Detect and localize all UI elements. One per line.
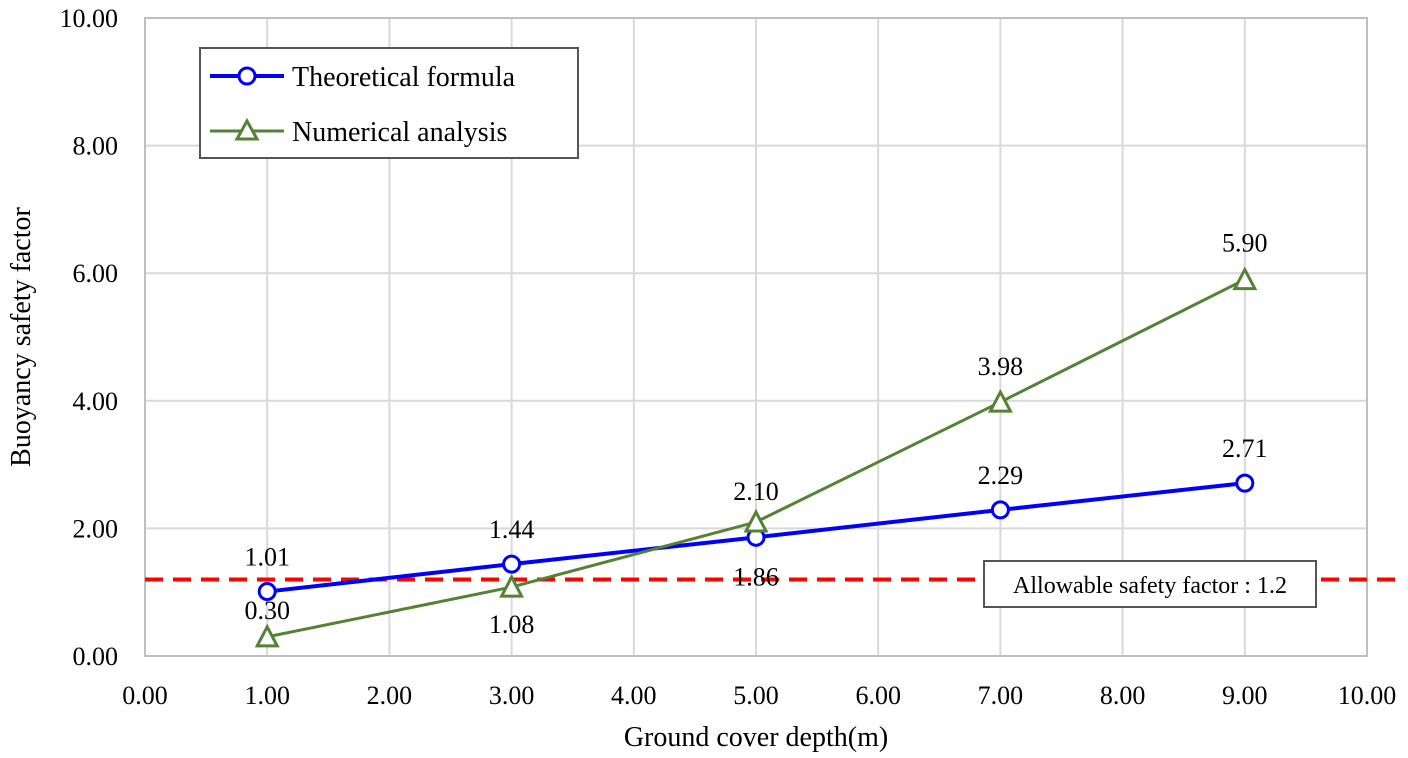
numerical-data-label: 3.98: [978, 352, 1024, 381]
x-tick-label: 3.00: [489, 681, 535, 710]
numerical-point: [1232, 266, 1258, 291]
theoretical-data-label: 2.71: [1222, 434, 1268, 463]
legend-box: [199, 47, 579, 159]
numerical-point: [987, 388, 1013, 413]
x-tick-label: 9.00: [1222, 681, 1268, 710]
x-tick-label: 0.00: [122, 681, 168, 710]
numerical-point: [743, 508, 769, 533]
x-tick-label: 1.00: [244, 681, 290, 710]
x-tick-label: 6.00: [855, 681, 901, 710]
legend-label-theoretical: Theoretical formula: [292, 62, 516, 93]
numerical-point: [499, 573, 525, 598]
y-axis-title: Buoyancy safety factor: [6, 206, 37, 466]
x-tick-label: 2.00: [367, 681, 413, 710]
theoretical-data-label: 1.01: [244, 543, 290, 572]
y-tick-label: 8.00: [73, 132, 119, 161]
reference-label-box: [983, 560, 1317, 608]
legend-marker-numerical: [234, 117, 260, 141]
y-tick-label: 10.00: [60, 4, 119, 33]
reference-label: Allowable safety factor : 1.2: [983, 560, 1317, 608]
theoretical-data-label: 1.44: [489, 515, 535, 544]
series-layer: [254, 266, 1258, 648]
x-tick-label: 4.00: [611, 681, 657, 710]
y-tick-label: 2.00: [73, 514, 119, 543]
x-axis-title: Ground cover depth(m): [624, 722, 888, 753]
numerical-data-label: 1.08: [489, 610, 535, 639]
theoretical-point: [990, 500, 1010, 520]
numerical-data-label: 0.30: [244, 596, 290, 625]
tick-labels: 0.00 1.00 2.00 3.00 4.00 5.00 6.00 7.00 8.00 9.00…: [60, 4, 1397, 710]
numerical-data-label: 5.90: [1222, 229, 1268, 258]
theoretical-point: [502, 554, 522, 574]
x-tick-label: 5.00: [733, 681, 779, 710]
numerical-point: [254, 623, 280, 648]
x-tick-label: 10.00: [1338, 681, 1397, 710]
theoretical-point: [257, 582, 277, 602]
y-tick-label: 0.00: [73, 642, 119, 671]
y-tick-label: 4.00: [73, 387, 119, 416]
numerical-data-label: 2.10: [733, 477, 779, 506]
legend: Theoretical formula Numerical analysis: [199, 47, 579, 159]
data-labels: 1.01 1.44 1.86 2.29 2.71 0.30 1.08 2.10 3.98 5.90: [244, 229, 1267, 640]
plot-frame: [144, 17, 1368, 657]
legend-marker-theoretical: [237, 66, 257, 86]
theoretical-data-label: 1.86: [733, 562, 779, 591]
legend-label-numerical: Numerical analysis: [292, 117, 507, 148]
x-tick-label: 8.00: [1100, 681, 1146, 710]
theoretical-point: [1235, 473, 1255, 493]
theoretical-data-label: 2.29: [978, 461, 1024, 490]
y-tick-label: 6.00: [73, 259, 119, 288]
x-tick-label: 7.00: [978, 681, 1024, 710]
reference-label-text: Allowable safety factor : 1.2: [1013, 573, 1287, 599]
